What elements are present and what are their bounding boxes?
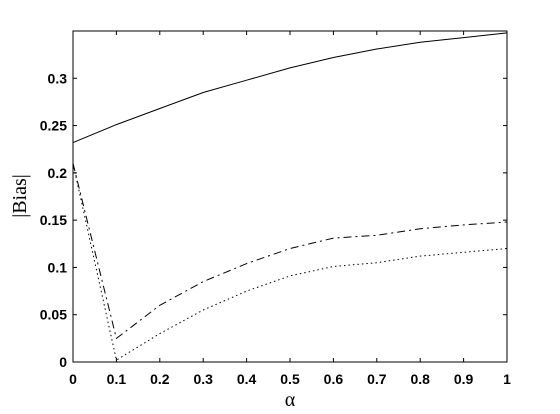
x-tick-label: 0.7 xyxy=(367,371,387,387)
x-tick-label: 0.8 xyxy=(410,371,430,387)
x-tick-label: 0.9 xyxy=(454,371,474,387)
series-lines xyxy=(72,32,508,361)
y-axis-label: |Bias| xyxy=(9,174,31,218)
y-tick-label: 0 xyxy=(59,354,67,370)
y-tick-label: 0.05 xyxy=(40,307,67,323)
x-tick-label: 0.6 xyxy=(324,371,344,387)
y-tick-label: 0.15 xyxy=(40,212,67,228)
x-tick-label: 0.5 xyxy=(280,371,300,387)
series-line-solid xyxy=(72,32,508,144)
series-line-dotted xyxy=(72,163,508,361)
y-tick-label: 0.1 xyxy=(48,259,68,275)
y-tick-label: 0.25 xyxy=(40,118,67,134)
x-tick-label: 0.2 xyxy=(150,371,170,387)
y-tick-label: 0.2 xyxy=(48,165,68,181)
plot-area-frame xyxy=(72,30,508,363)
x-axis-label: α xyxy=(285,389,296,411)
x-tick-label: 0.3 xyxy=(193,371,213,387)
series-line-dashed xyxy=(72,163,508,340)
y-axis-ticks: 0 0.05 0.1 0.15 0.2 0.25 0.3 xyxy=(40,70,507,370)
x-tick-label: 0.4 xyxy=(237,371,257,387)
x-tick-label: 0.1 xyxy=(107,371,127,387)
x-tick-label: 1 xyxy=(503,371,511,387)
y-tick-label: 0.3 xyxy=(48,70,68,86)
x-tick-label: 0 xyxy=(69,371,77,387)
x-axis-ticks: 0 0.1 0.2 0.3 0.4 0.5 0.6 0.7 0.8 0.9 1 xyxy=(69,31,511,387)
